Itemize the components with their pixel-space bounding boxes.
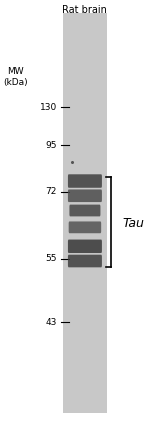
FancyBboxPatch shape: [68, 240, 102, 253]
FancyBboxPatch shape: [68, 174, 102, 188]
FancyBboxPatch shape: [69, 221, 101, 233]
Text: Rat brain: Rat brain: [62, 5, 107, 15]
Text: 55: 55: [45, 254, 57, 264]
Text: 130: 130: [40, 103, 57, 112]
Text: MW
(kDa): MW (kDa): [3, 67, 28, 87]
Text: 72: 72: [45, 187, 57, 196]
Text: Tau: Tau: [123, 217, 144, 229]
Text: 95: 95: [45, 141, 57, 150]
FancyBboxPatch shape: [68, 255, 102, 267]
Bar: [63, 13, 107, 413]
FancyBboxPatch shape: [69, 205, 100, 216]
FancyBboxPatch shape: [68, 189, 102, 202]
Text: 43: 43: [45, 317, 57, 327]
